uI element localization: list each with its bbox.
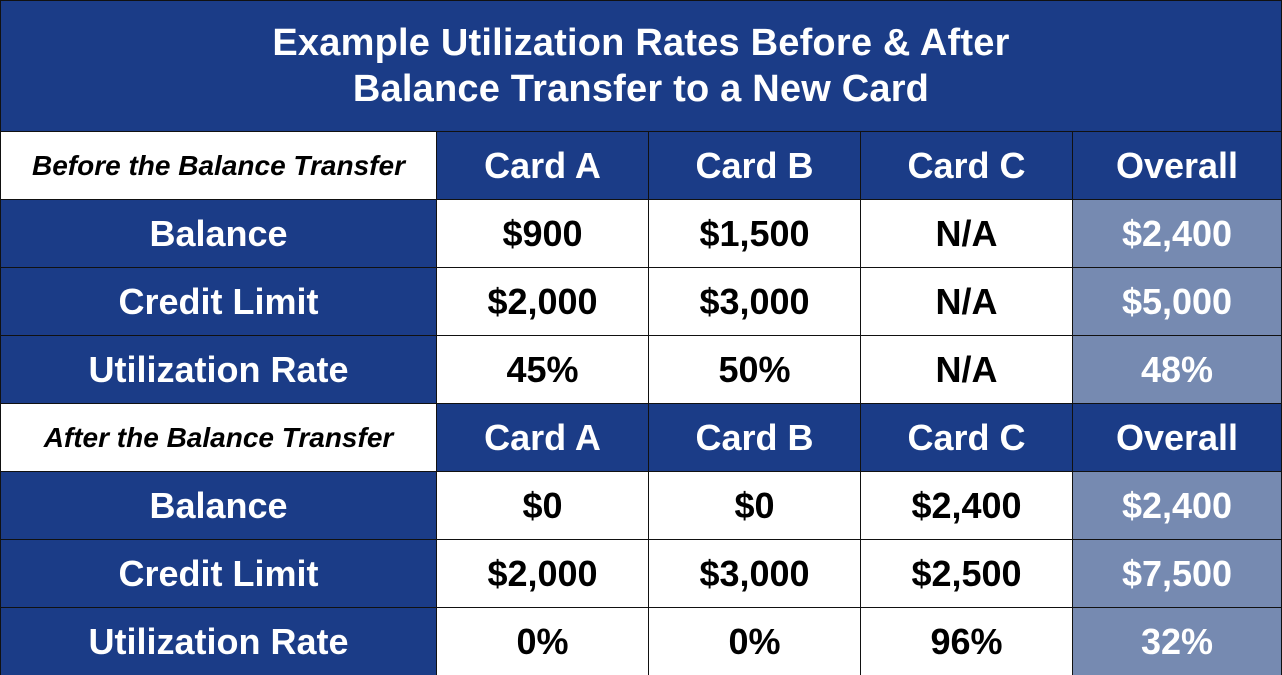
before-balance-card-b: $1,500 [649,200,861,268]
after-balance-card-c: $2,400 [861,472,1073,540]
title-line-2: Balance Transfer to a New Card [352,68,930,110]
after-limit-card-c: $2,500 [861,540,1073,608]
after-limit-card-b: $3,000 [649,540,861,608]
column-header-overall: Overall [1073,404,1281,472]
before-util-card-c: N/A [861,336,1073,404]
before-limit-card-b: $3,000 [649,268,861,336]
column-header-card-c: Card C [861,132,1073,200]
before-util-card-b: 50% [649,336,861,404]
after-util-card-c: 96% [861,608,1073,675]
column-header-overall: Overall [1073,132,1281,200]
table-title: Example Utilization Rates Before & After… [1,1,1281,132]
before-util-card-a: 45% [437,336,649,404]
column-header-card-c: Card C [861,404,1073,472]
before-section: Before the Balance Transfer Card A Card … [1,132,1281,404]
row-label-credit-limit: Credit Limit [1,540,437,608]
after-limit-overall: $7,500 [1073,540,1281,608]
row-label-utilization-rate: Utilization Rate [1,336,437,404]
row-label-credit-limit: Credit Limit [1,268,437,336]
row-label-balance: Balance [1,200,437,268]
after-balance-card-b: $0 [649,472,861,540]
after-limit-card-a: $2,000 [437,540,649,608]
before-limit-card-a: $2,000 [437,268,649,336]
row-label-balance: Balance [1,472,437,540]
before-balance-overall: $2,400 [1073,200,1281,268]
after-section: After the Balance Transfer Card A Card B… [1,404,1281,675]
before-balance-card-a: $900 [437,200,649,268]
before-limit-card-c: N/A [861,268,1073,336]
column-header-card-b: Card B [649,132,861,200]
before-limit-overall: $5,000 [1073,268,1281,336]
after-util-card-b: 0% [649,608,861,675]
row-label-utilization-rate: Utilization Rate [1,608,437,675]
column-header-card-a: Card A [437,132,649,200]
after-util-card-a: 0% [437,608,649,675]
column-header-card-b: Card B [649,404,861,472]
after-util-overall: 32% [1073,608,1281,675]
column-header-card-a: Card A [437,404,649,472]
title-line-1: Example Utilization Rates Before & After [272,22,1010,64]
after-balance-overall: $2,400 [1073,472,1281,540]
section-label-before: Before the Balance Transfer [1,132,437,200]
section-label-after: After the Balance Transfer [1,404,437,472]
before-util-overall: 48% [1073,336,1281,404]
before-balance-card-c: N/A [861,200,1073,268]
after-balance-card-a: $0 [437,472,649,540]
